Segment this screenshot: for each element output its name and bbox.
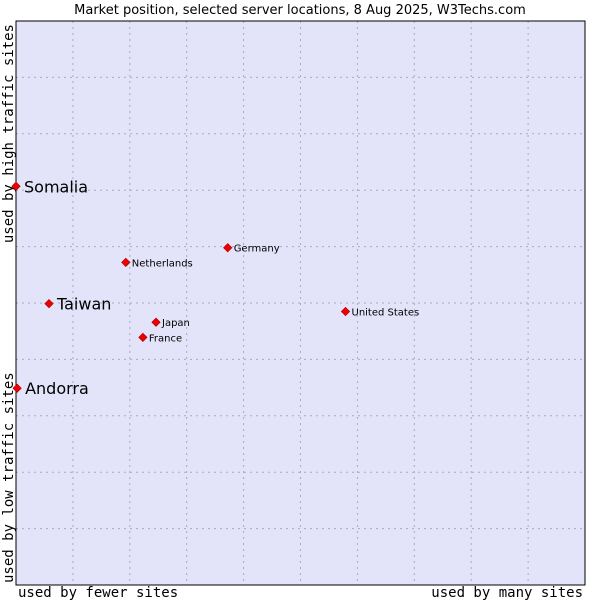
- point-label: Germany: [234, 244, 280, 255]
- point-marker: [12, 383, 22, 393]
- point-label: Taiwan: [56, 295, 111, 314]
- point-marker: [340, 306, 351, 317]
- data-point-somalia: Somalia: [11, 177, 88, 196]
- point-marker: [11, 181, 21, 191]
- point-label: Japan: [161, 318, 190, 329]
- point-label: United States: [352, 308, 420, 319]
- grid-lines: [16, 21, 585, 585]
- plot-border: [15, 20, 586, 586]
- y-axis-label-top: used by high traffic sites: [1, 24, 17, 243]
- chart-title: Market position, selected server locatio…: [74, 3, 526, 18]
- point-marker: [151, 317, 161, 327]
- point-label: Netherlands: [132, 258, 193, 269]
- point-label: France: [149, 333, 182, 344]
- data-point-taiwan: Taiwan: [44, 295, 111, 314]
- data-point-united-states: United States: [340, 306, 420, 319]
- data-point-andorra: Andorra: [12, 379, 89, 398]
- point-marker: [138, 332, 148, 343]
- data-point-france: France: [138, 332, 182, 344]
- data-point-japan: Japan: [151, 317, 190, 329]
- x-axis-label-right: used by many sites: [431, 585, 583, 600]
- point-label: Somalia: [24, 177, 88, 196]
- point-marker: [44, 298, 54, 309]
- point-label: Andorra: [25, 379, 89, 398]
- point-marker: [223, 243, 233, 253]
- data-points: Somalia Germany Netherlands Taiwan United St…: [11, 177, 420, 398]
- data-point-germany: Germany: [223, 243, 280, 255]
- point-marker: [121, 257, 131, 268]
- x-axis-label-left: used by fewer sites: [18, 585, 178, 600]
- y-axis-label-bottom: used by low traffic sites: [1, 372, 17, 583]
- data-point-netherlands: Netherlands: [121, 257, 193, 269]
